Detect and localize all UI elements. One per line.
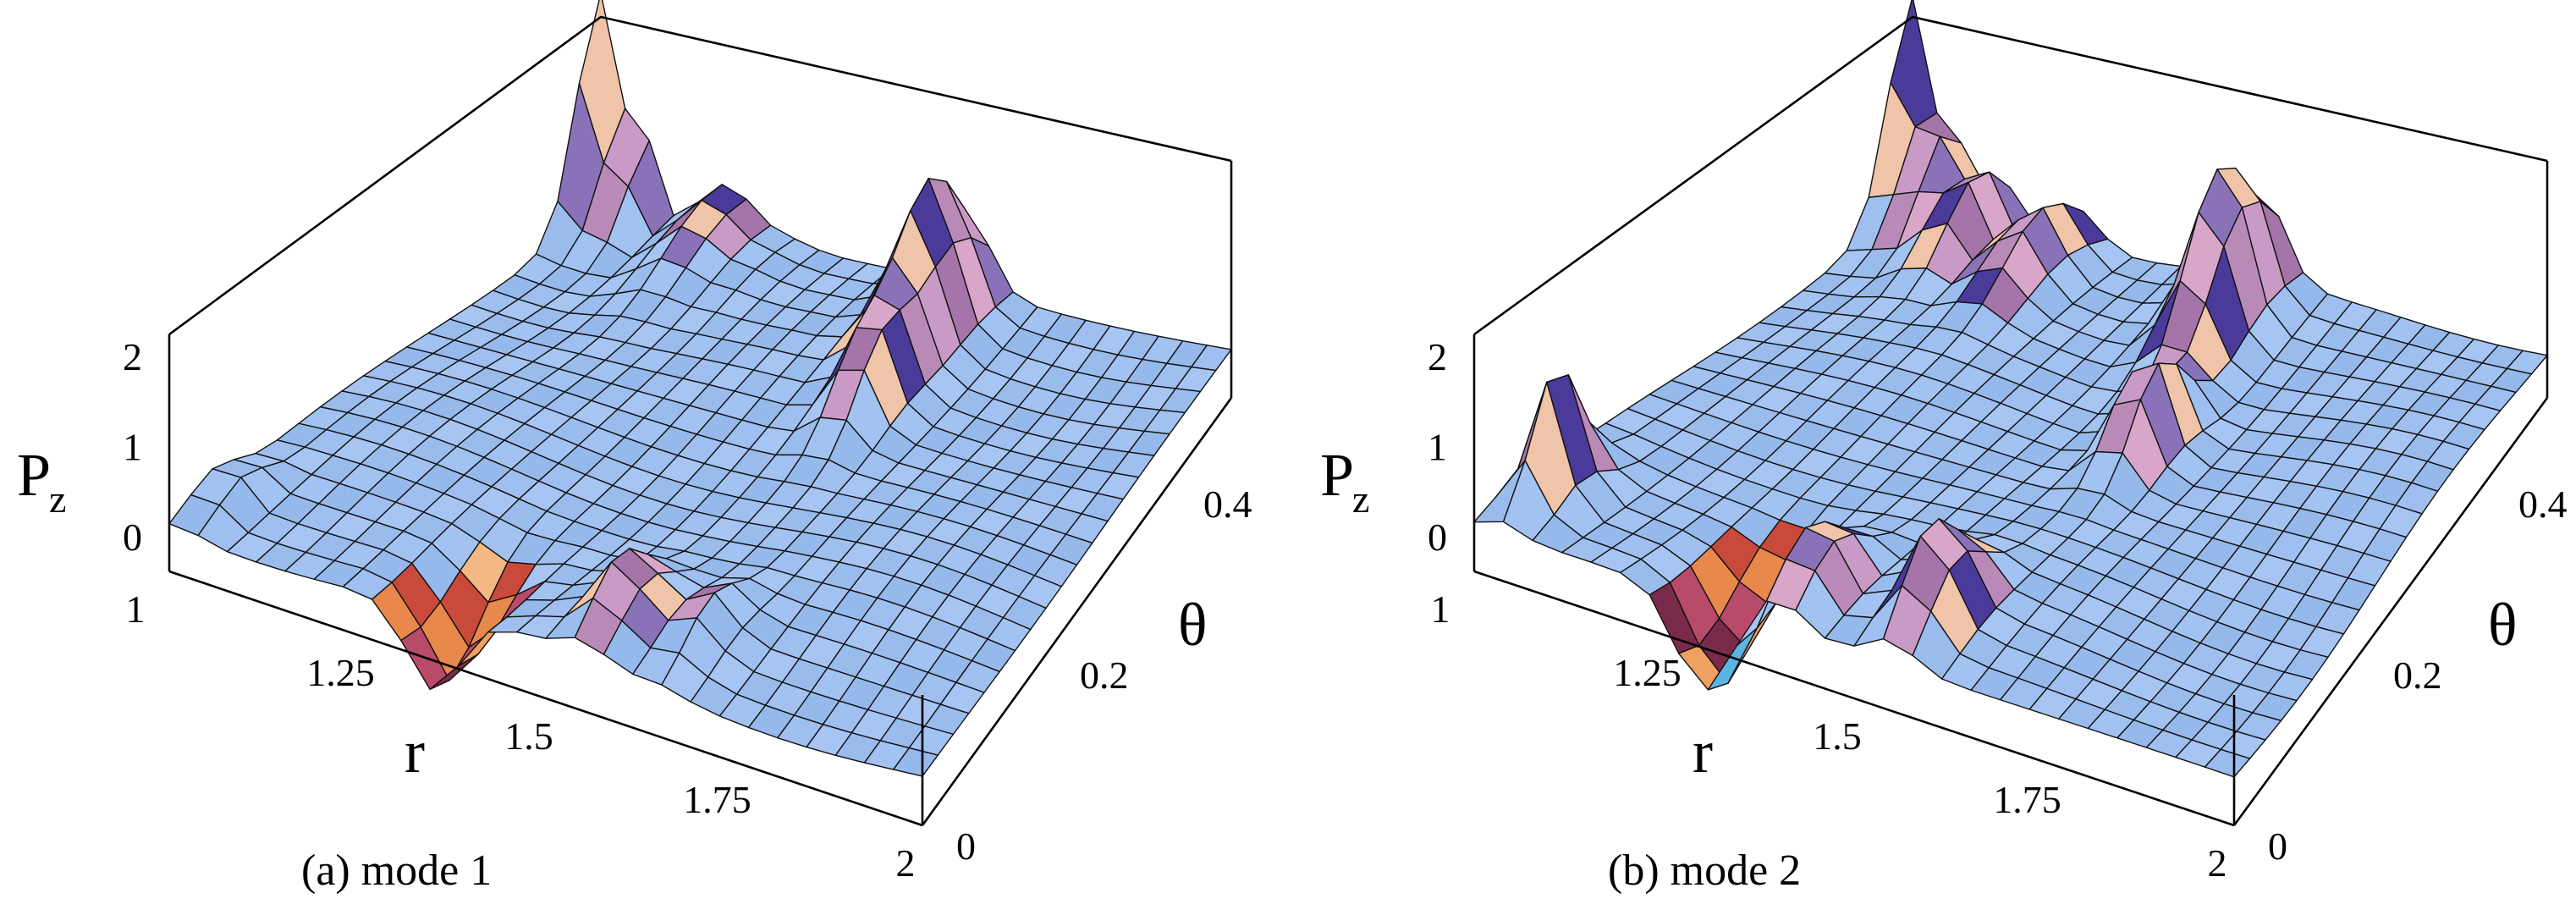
z-tick-label: 0	[123, 516, 142, 559]
z-tick-label: 1	[123, 426, 142, 469]
x-tick-label: 2	[2208, 841, 2227, 885]
caption-mode-1: (a) mode 1	[301, 847, 492, 895]
y-tick-label: 0.4	[1203, 483, 1252, 526]
x-axis-label: r	[405, 718, 425, 786]
z-tick-label: 2	[123, 335, 142, 378]
z-axis-label-sub: z	[49, 477, 66, 521]
x-tick-label: 1.25	[1613, 651, 1682, 694]
x-tick-label: 1.5	[504, 714, 553, 758]
x-axis-label: r	[1693, 718, 1713, 786]
surface-plot-mode-2	[1473, 0, 2548, 778]
z-tick-label: 1	[1428, 426, 1447, 469]
z-tick-label: 0	[1428, 516, 1447, 559]
y-tick-label: 0	[2268, 825, 2287, 868]
x-tick-label: 1	[126, 587, 146, 631]
box-front-right-edge	[2232, 397, 2549, 826]
x-tick-label: 2	[896, 841, 916, 885]
surface-patch	[2204, 748, 2251, 778]
y-tick-label: 0	[956, 825, 976, 868]
z-axis-label-sub: z	[1352, 477, 1369, 521]
surface-patch	[893, 747, 938, 777]
z-tick-label: 2	[1428, 335, 1447, 378]
z-axis-label-main: P	[17, 441, 51, 509]
box-front-left-edge	[1473, 570, 2235, 827]
y-tick-label: 0.4	[2518, 483, 2568, 526]
z-axis-label-main: P	[1320, 441, 1354, 509]
x-tick-label: 1.5	[1813, 714, 1862, 758]
y-tick-label: 0.2	[2393, 654, 2442, 697]
surface-plot-mode-1	[168, 0, 1232, 777]
caption-mode-2: (b) mode 2	[1608, 847, 1801, 895]
x-tick-label: 1.75	[1993, 778, 2061, 821]
x-tick-label: 1	[1431, 587, 1450, 631]
bounding-box-mode-2	[1472, 15, 2549, 827]
box-front-left-edge	[168, 570, 923, 827]
y-axis-label: θ	[2488, 591, 2518, 659]
box-back-top-edge	[1473, 15, 2548, 336]
box-back-top-edge	[168, 15, 1232, 336]
x-tick-label: 1.75	[683, 778, 751, 821]
x-tick-label: 1.25	[306, 651, 375, 694]
box-front-right-edge	[921, 397, 1233, 826]
y-axis-label: θ	[1178, 591, 1208, 659]
y-tick-label: 0.2	[1080, 654, 1129, 697]
bounding-box-mode-1	[168, 15, 1233, 827]
